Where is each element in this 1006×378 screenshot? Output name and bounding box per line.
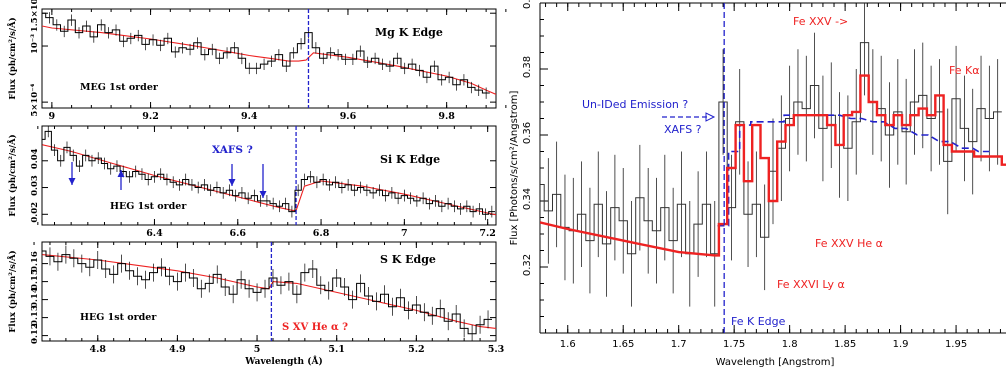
- fe-kalpha-annotation: Fe Kα: [949, 64, 979, 77]
- panel-s: 4.8 4.9 5 5.1 5.2 5.3 0.120.130.140.150.16 Flux…: [6, 241, 505, 367]
- y-tick-label: 0.34: [522, 188, 533, 210]
- panel-si: 6.4 6.6 6.8 7 7.2 0.02 0.03 0.04 Flux (ph/cm²/s/…: [6, 125, 497, 239]
- y-tick-label: 0.32: [522, 254, 533, 276]
- blue-arrow-head: [259, 191, 267, 198]
- order-label: MEG 1st order: [80, 82, 159, 93]
- panel-mg: 9 9.2 9.4 9.6 9.8 5×10⁻⁴ 10⁻³ 1.5×10⁻³ Flux (ph/…: [6, 0, 507, 122]
- y-axis-label: Flux (ph/cm²/s/Å): [6, 17, 18, 99]
- unided-annotation: Un-IDed Emission ?: [582, 98, 688, 111]
- panel-title: Si K Edge: [380, 153, 440, 166]
- x-tick-label: 1.7: [671, 339, 687, 350]
- y-tick-label: 0.38: [522, 56, 533, 78]
- y-tick-label: 0.02: [30, 202, 40, 223]
- x-tick-label: 4.9: [169, 344, 186, 355]
- x-tick-label: 5.1: [328, 344, 345, 355]
- panel-title: S K Edge: [380, 253, 436, 266]
- x-tick-label: 7: [401, 228, 408, 239]
- x-tick-label: 6.8: [313, 228, 330, 239]
- blue-arrow-head: [228, 179, 236, 186]
- order-label: HEG 1st order: [110, 201, 187, 212]
- xafs-annotation: XAFS ?: [212, 144, 253, 156]
- y-tick-label: 0.15: [30, 269, 40, 290]
- y-tick-label: 0.14: [30, 287, 40, 308]
- y-tick-label: 0.04: [30, 148, 40, 169]
- x-tick-label: 9.8: [438, 111, 455, 122]
- x-tick-label: 6.6: [229, 228, 246, 239]
- x-tick-label: 7.2: [479, 228, 496, 239]
- xafs-annotation: XAFS ?: [664, 123, 702, 136]
- data-histogram: [540, 42, 1002, 255]
- x-tick-label: 1.75: [723, 339, 745, 350]
- x-tick-label: 1.9: [893, 339, 909, 350]
- x-tick-label: 5: [254, 344, 261, 355]
- y-tick-label: 0.03: [30, 175, 40, 196]
- y-tick-label: 0.13: [30, 305, 40, 326]
- x-tick-label: 9.6: [340, 111, 357, 122]
- x-tick-label: 1.85: [834, 339, 856, 350]
- model-line: [42, 25, 496, 95]
- y-axis-label: Flux [Photons/s/cm²/Angstrom]: [509, 91, 520, 246]
- order-label: HEG 1st order: [80, 312, 157, 323]
- x-tick-label: 1.95: [945, 339, 967, 350]
- fexxvi-lya-annotation: Fe XXVI Ly α: [777, 278, 845, 291]
- x-tick-label: 5.3: [488, 344, 505, 355]
- fe-k-edge-annotation: Fe K Edge: [731, 315, 786, 328]
- model-line: [540, 74, 1006, 257]
- x-axis-label: Wavelength (Å): [244, 355, 322, 367]
- plot-frame: [41, 125, 497, 226]
- y-tick-label: 10⁻³: [30, 34, 40, 54]
- sxv-annotation: S XV He α ?: [282, 322, 348, 333]
- alt-model-line: [717, 114, 990, 227]
- y-tick-label: 0.36: [522, 122, 533, 144]
- x-tick-label: 1.8: [782, 339, 798, 350]
- blue-arrow-head: [117, 170, 125, 177]
- x-tick-label: 1.6: [560, 339, 576, 350]
- x-tick-label: 9.4: [241, 111, 258, 122]
- x-tick-label: 1.65: [612, 339, 634, 350]
- panel-fe: 1.6 1.65 1.7 1.75 1.8 1.85 1.9 1.95 0.32 0.34 0.36…: [509, 0, 1006, 368]
- y-tick-label: 0.12: [30, 323, 40, 344]
- fexxv-hea-annotation: Fe XXV He α: [815, 237, 883, 250]
- y-tick-label: 0.16: [30, 251, 40, 272]
- plot-frame: [41, 241, 497, 342]
- y-tick-label: 0.4: [522, 0, 533, 9]
- y-tick-label: 1.5×10⁻³: [30, 0, 40, 32]
- x-tick-label: 4.8: [89, 344, 106, 355]
- x-tick-label: 6.4: [146, 228, 163, 239]
- data-histogram: [42, 130, 495, 215]
- unided-arrow-head: [705, 112, 716, 122]
- panel-title: Mg K Edge: [375, 26, 443, 39]
- y-tick-label: 5×10⁻⁴: [30, 83, 40, 116]
- x-tick-label: 9.2: [142, 111, 159, 122]
- blue-arrow-head: [68, 178, 76, 185]
- x-tick-label: 5.2: [408, 344, 425, 355]
- x-tick-label: 9: [49, 111, 56, 122]
- y-axis-label: Flux (ph/cm²/s/Å): [6, 134, 18, 216]
- fexxv-annotation: Fe XXV ->: [793, 15, 848, 28]
- y-axis-label: Flux (ph/cm²/s/Å): [6, 250, 18, 332]
- x-axis-label: Wavelength [Angstrom]: [716, 357, 835, 368]
